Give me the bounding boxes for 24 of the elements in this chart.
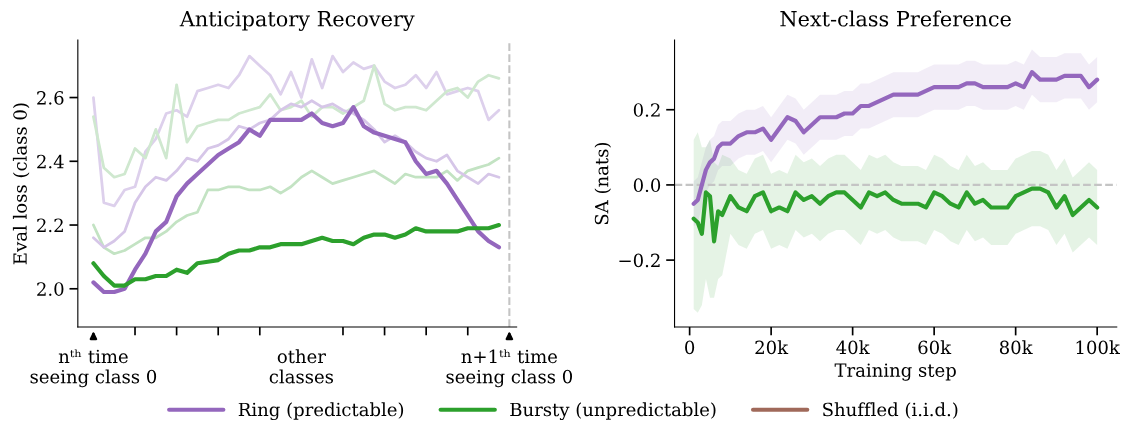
x-tick-label: 60k [918, 340, 952, 355]
y-tick-label: 2.6 [37, 91, 64, 105]
chart-title: Anticipatory Recovery [179, 10, 415, 31]
x-tick-label: 20k [755, 340, 789, 355]
y-axis-title: SA (nats) [594, 142, 612, 225]
y-tick-label: 2.2 [37, 218, 63, 233]
y-tick-label: 2.0 [37, 282, 64, 296]
chart-title: Next-class Preference [780, 10, 1011, 27]
y-tick-label: 0.2 [633, 103, 660, 117]
x-axis-title: Training step [834, 363, 956, 381]
legend-label: Bursty (unpredictable) [510, 402, 716, 421]
y-tick-label: −0.2 [619, 253, 660, 268]
x-tick-label: 0 [685, 340, 695, 355]
x-tick-label: 80k [999, 340, 1033, 355]
x-tick-label: 40k [836, 340, 870, 355]
x-tick-label: other classes [269, 349, 334, 384]
y-tick-label: 2.4 [37, 154, 64, 169]
y-tick-label: 0.0 [633, 178, 661, 193]
y-axis-title: Eval loss (class 0) [12, 103, 30, 265]
legend-label: Ring (predictable) [238, 402, 404, 421]
x-tick-label: nᵗʰ time seeing class 0 [30, 349, 157, 388]
x-tick-label: n+1ᵗʰ time seeing class 0 [446, 349, 573, 388]
legend-label: Shuffled (i.i.d.) [823, 402, 958, 419]
x-tick-label: 100k [1076, 340, 1120, 355]
